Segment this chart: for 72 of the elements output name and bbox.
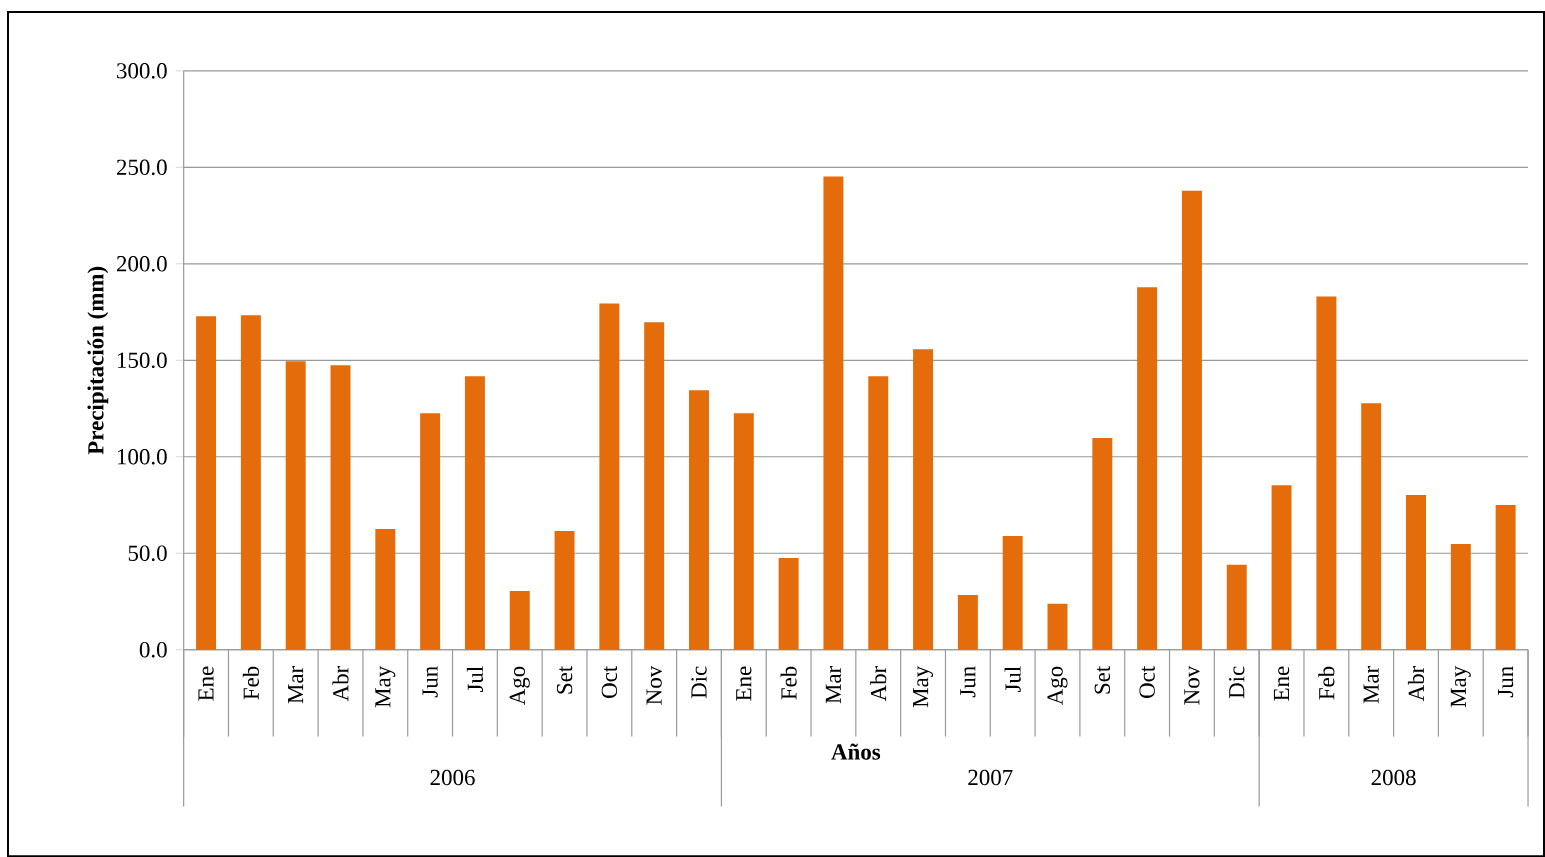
bar [913, 349, 934, 650]
x-tick-label: Mar [1363, 665, 1379, 704]
x-tick-label: Jun [422, 665, 438, 698]
x-tick-label: Nov [646, 665, 662, 705]
bar [420, 413, 441, 650]
bar [1137, 287, 1158, 650]
y-tick-label: 300.0 [117, 62, 167, 79]
bar [1092, 437, 1113, 650]
bar [554, 530, 575, 650]
x-tick-label: Feb [1318, 666, 1335, 700]
bar [1226, 564, 1247, 650]
bar [1406, 494, 1426, 650]
x-tick-label: Jul [1004, 666, 1021, 692]
x-tick-label: Abr [332, 665, 349, 702]
x-tick-label: Jun [960, 665, 976, 698]
bar [240, 315, 261, 650]
bar [644, 322, 665, 650]
bar [1271, 484, 1292, 650]
bar [1361, 402, 1382, 650]
x-tick-label: Abr [1407, 665, 1425, 702]
x-tick-label: Ene [736, 666, 752, 701]
x-tick-label: Mar [288, 665, 304, 704]
x-tick-label: May [375, 665, 396, 708]
bar [1495, 504, 1516, 650]
x-tick-label: Nov [1184, 665, 1200, 705]
x-tick-label: Abr [870, 665, 887, 702]
x-tick-label: Set [556, 665, 573, 694]
x-tick-label: May [913, 665, 934, 708]
x-tick-label: Feb [242, 666, 259, 700]
x-tick-label: Ene [1273, 666, 1290, 701]
x-tick-label: Mar [825, 665, 842, 704]
bar [464, 376, 485, 650]
x-tick-label: Oct [1139, 665, 1155, 698]
bar [599, 303, 620, 650]
x-tick-label: Set [1094, 665, 1111, 694]
bar [733, 413, 754, 650]
x-tick-label: Ago [509, 666, 530, 705]
bar [196, 316, 217, 650]
y-tick-label: 100.0 [117, 448, 167, 465]
x-tick-label: Ene [198, 666, 214, 701]
x-tick-label: Jul [466, 666, 484, 692]
bar [1450, 543, 1471, 650]
bar [689, 390, 709, 650]
bar [778, 557, 799, 650]
bar [957, 594, 978, 650]
x-tick-label: Feb [780, 666, 797, 700]
x-axis-title: Años [831, 743, 881, 760]
x-tick-label: May [1450, 665, 1471, 708]
bar [285, 361, 306, 650]
y-axis-title: Precipitación (mm) [87, 266, 109, 455]
bar [375, 528, 396, 650]
x-tick-label: Dic [691, 666, 707, 699]
bar [1316, 296, 1337, 650]
bar [823, 176, 844, 650]
y-tick-label: 150.0 [117, 352, 167, 368]
bar [330, 365, 351, 650]
text: 2008 [1371, 769, 1416, 786]
y-tick-label: 200.0 [116, 255, 167, 272]
bar [868, 376, 889, 650]
bar [1002, 535, 1023, 650]
y-tick-label: 0.0 [139, 641, 167, 658]
text: 2007 [968, 769, 1013, 786]
x-tick-label: Oct [601, 665, 618, 698]
x-tick-label: Jun [1498, 665, 1514, 698]
y-tick-label: 250.0 [116, 159, 167, 175]
x-tick-label: Ago [1047, 666, 1068, 705]
y-tick-label: 50.0 [128, 545, 167, 561]
bar [509, 590, 530, 650]
x-tick-label: Dic [1229, 666, 1245, 699]
bar [1181, 190, 1202, 650]
bar [1047, 603, 1068, 650]
text: 2006 [430, 769, 475, 786]
